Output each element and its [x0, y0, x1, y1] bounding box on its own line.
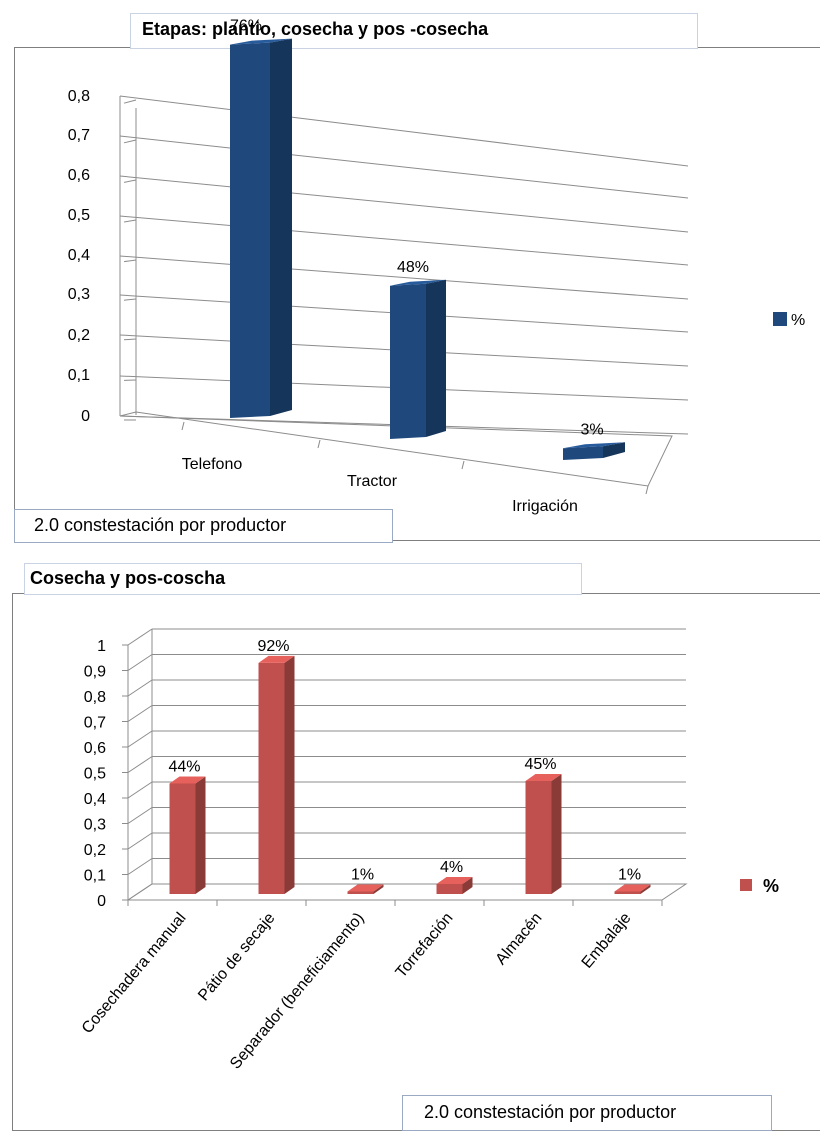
chart-2-bar-side: [196, 777, 206, 895]
chart-2-side-gridline: [128, 731, 152, 747]
chart-2-bar-front: [526, 781, 552, 894]
chart-2-x-tick-label: Embalaje: [579, 910, 635, 972]
chart-2-y-tick-label: 0,2: [84, 842, 106, 859]
chart-2-bar: [526, 774, 562, 894]
chart-2-bar: [615, 885, 651, 895]
chart-2-side-gridline: [128, 859, 152, 875]
chart-2-bar: [170, 777, 206, 895]
chart-2-bar: [437, 877, 473, 894]
chart-2-floor: [128, 884, 686, 900]
chart-2-side-gridline: [128, 680, 152, 696]
chart-2-bar-front: [437, 884, 463, 894]
chart-2-y-tick-label: 0,6: [84, 740, 106, 757]
chart-2-y-tick-label: 1: [97, 638, 106, 655]
chart-2-y-tick-label: 0,8: [84, 689, 106, 706]
chart-2-bar-front: [259, 663, 285, 894]
chart-2-side-gridline: [128, 808, 152, 824]
chart-2-side-gridline: [128, 833, 152, 849]
chart-2-data-label: 44%: [168, 758, 200, 775]
chart-2-bar-front: [170, 783, 196, 894]
chart-2-data-label: 4%: [440, 859, 463, 876]
chart-2-bar: [348, 885, 384, 895]
chart-2-side-gridline: [128, 629, 152, 645]
chart-2-note: 2.0 constestación por productor: [424, 1102, 676, 1123]
chart-2-x-tick-label: Cosechadera manual: [79, 910, 190, 1037]
chart-2-y-tick-label: 0,3: [84, 817, 106, 834]
chart-2-data-label: 1%: [351, 866, 374, 883]
chart-2-y-tick-label: 0,4: [84, 791, 106, 808]
chart-2-data-label: 92%: [257, 638, 289, 655]
chart-2-x-tick-label: Almacén: [493, 910, 546, 969]
chart-2-y-tick-label: 0,7: [84, 715, 106, 732]
chart-2-bar-front: [348, 891, 374, 894]
chart-2-data-label: 45%: [524, 756, 556, 773]
chart-2-bar: [259, 656, 295, 894]
chart-2-bar-side: [552, 774, 562, 894]
chart-2-y-tick-label: 0,9: [84, 664, 106, 681]
chart-2-bar-side: [285, 656, 295, 894]
chart-2-x-tick-label: Pátio de secaje: [195, 910, 278, 1005]
chart-2-legend-swatch: [740, 879, 752, 891]
chart-2-data-label: 1%: [618, 866, 641, 883]
chart-2-y-tick-label: 0,1: [84, 868, 106, 885]
chart-2-side-gridline: [128, 655, 152, 671]
chart-2-side-gridline: [128, 757, 152, 773]
chart-2-side-gridline: [128, 706, 152, 722]
chart-2-y-tick-label: 0,5: [84, 766, 106, 783]
chart-2-side-gridline: [128, 782, 152, 798]
chart-2-bar-front: [615, 891, 641, 894]
chart-2-x-tick-label: Torrefación: [393, 910, 457, 982]
chart-2-legend-label: %: [763, 876, 779, 896]
chart-2-y-tick-label: 0: [97, 893, 106, 910]
